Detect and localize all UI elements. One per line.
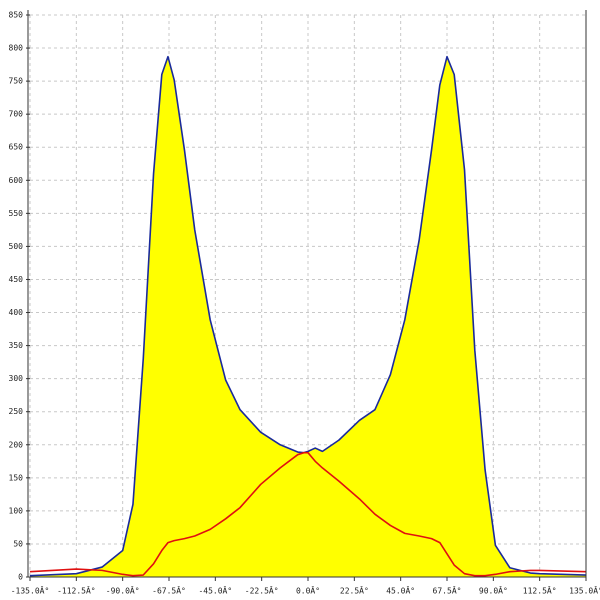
y-tick-label: 700 [9,110,24,119]
y-tick-label: 400 [9,308,24,317]
series-line [29,451,587,577]
x-tick-label: 67.5Â° [433,585,462,596]
y-tick-label: 850 [9,11,24,20]
x-tick-label: 135.0Â° [569,585,600,596]
x-tick-label: 45.0Â° [386,585,415,596]
y-tick-label: 750 [9,77,24,86]
y-tick-label: 200 [9,440,24,449]
x-tick-label: -90.0Â° [106,585,140,596]
y-tick-label: 550 [9,209,24,218]
x-tick-label: -45.0Â° [198,585,232,596]
y-tick-label: 650 [9,143,24,152]
y-tick-label: 600 [9,176,24,185]
y-tick-label: 300 [9,374,24,383]
x-tick-label: -135.0Â° [11,585,50,596]
series-line [29,55,587,577]
x-tick-label: -112.5Â° [57,585,96,596]
y-tick-label: 800 [9,44,24,53]
x-tick-label: 112.5Â° [523,585,557,596]
y-tick-label: 0 [18,573,23,582]
x-tick-label: -22.5Â° [245,585,279,596]
y-tick-label: 100 [9,506,24,515]
x-tick-label: 0.0Â° [296,585,320,596]
x-tick-label: -67.5Â° [152,585,186,596]
x-tick-label: 22.5Â° [340,585,369,596]
y-tick-label: 250 [9,407,24,416]
y-tick-label: 350 [9,341,24,350]
y-tick-label: 500 [9,242,24,251]
area-fill [30,56,586,578]
y-tick-label: 450 [9,275,24,284]
y-tick-label: 50 [13,539,23,548]
axis-layer: 0 50 100 150 200 250 300 350 400 450 500 550 600 650 7… [9,10,600,596]
data-layer [29,55,587,578]
x-tick-label: 90.0Â° [479,585,508,596]
y-tick-label: 150 [9,473,24,482]
